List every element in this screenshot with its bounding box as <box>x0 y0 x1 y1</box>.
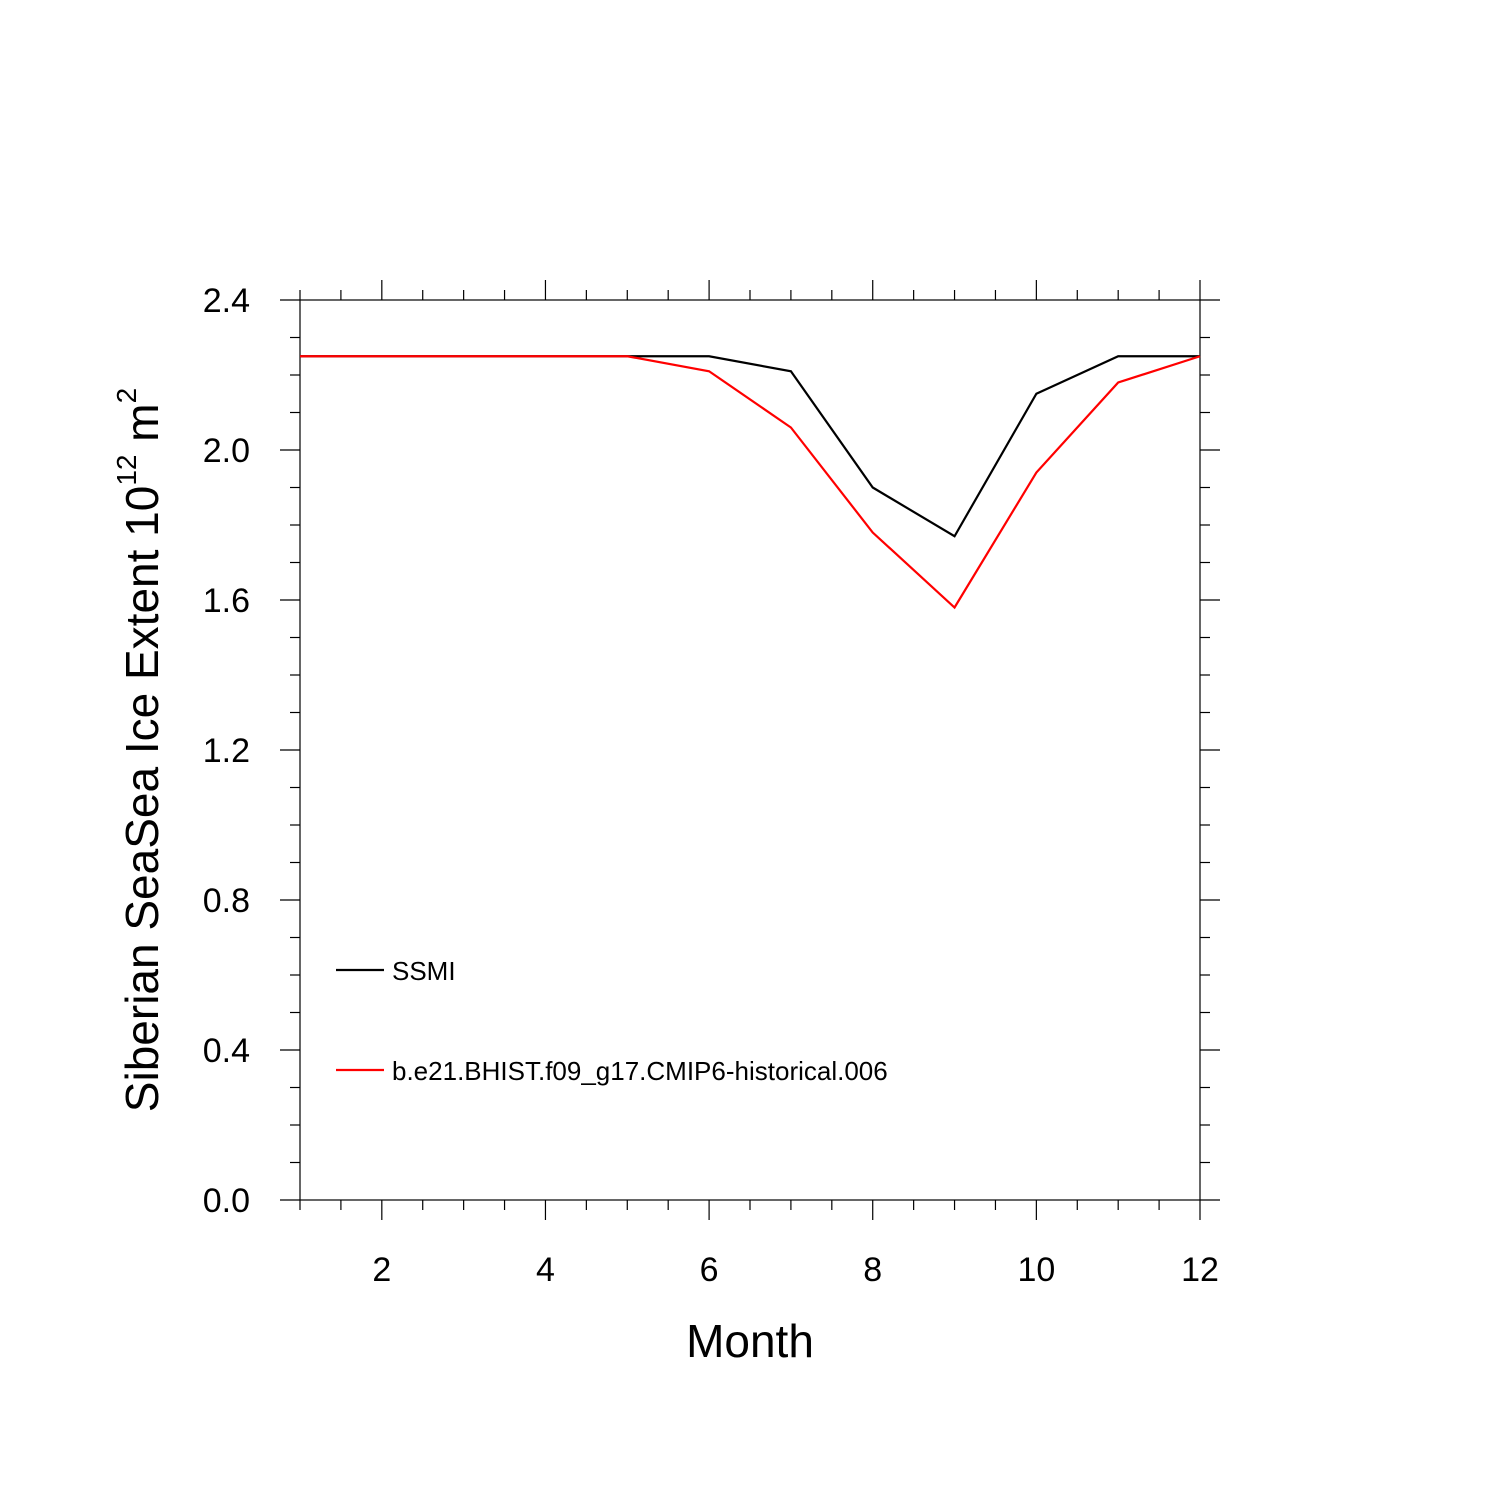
x-tick-label: 4 <box>536 1251 555 1289</box>
y-tick-label: 0.8 <box>203 882 250 920</box>
x-tick-label: 6 <box>700 1251 719 1289</box>
y-tick-label: 2.0 <box>203 432 250 470</box>
legend-label: SSMI <box>392 956 456 986</box>
y-tick-label: 1.6 <box>203 582 250 620</box>
x-axis-title: Month <box>686 1315 814 1367</box>
x-tick-label: 12 <box>1181 1251 1219 1289</box>
y-axis-title-unit-exponent: 2 <box>111 388 142 404</box>
y-axis-title: Siberian SeaSea Ice Extent 1012 m2 <box>111 388 168 1112</box>
x-tick-label: 2 <box>372 1251 391 1289</box>
y-tick-label: 0.0 <box>203 1182 250 1220</box>
axis-ticks <box>280 280 1220 1220</box>
series-lines <box>300 355 1201 610</box>
axis-tick-labels: 2 4 6 8 10 12 0.0 0.4 0.8 1.2 1.6 2.0 2.4 <box>203 282 1219 1289</box>
legend: SSMI b.e21.BHIST.f09_g17.CMIP6-historical… <box>336 956 888 1086</box>
y-tick-label: 1.2 <box>203 732 250 770</box>
y-axis-title-unit: m <box>116 403 168 454</box>
legend-label: b.e21.BHIST.f09_g17.CMIP6-historical.006 <box>392 1056 888 1086</box>
series-line-model <box>300 355 1201 610</box>
y-axis-title-exponent: 12 <box>111 455 142 486</box>
x-tick-label: 10 <box>1017 1251 1055 1289</box>
y-axis-title-main: Siberian SeaSea Ice Extent 10 <box>116 486 168 1113</box>
y-tick-label: 0.4 <box>203 1032 250 1070</box>
y-tick-label: 2.4 <box>203 282 250 320</box>
x-tick-label: 8 <box>863 1251 882 1289</box>
series-line-ssmi <box>300 355 1200 538</box>
